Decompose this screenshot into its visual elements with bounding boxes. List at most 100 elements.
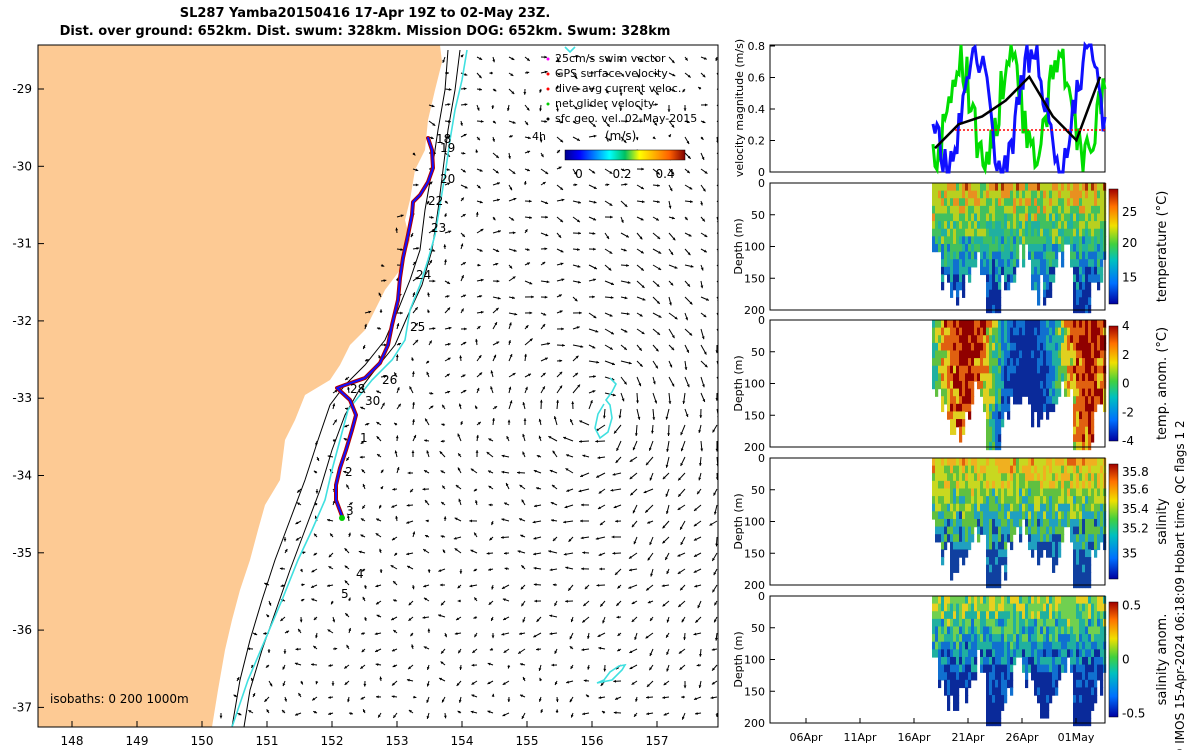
section-cell bbox=[941, 473, 945, 482]
section-cell bbox=[941, 342, 945, 352]
velocity-vector bbox=[556, 310, 563, 314]
velocity-vector bbox=[441, 423, 446, 427]
section-cell bbox=[989, 251, 993, 260]
time-tick-label: 21Apr bbox=[951, 731, 985, 744]
section-cell bbox=[974, 213, 978, 222]
section-cell bbox=[1058, 327, 1062, 336]
section-cell bbox=[1043, 503, 1047, 512]
section-cell bbox=[1001, 702, 1005, 711]
section-cell bbox=[965, 396, 969, 405]
geo-velocity-contour bbox=[231, 49, 468, 727]
section-cell bbox=[977, 611, 981, 620]
section-cell bbox=[1013, 335, 1017, 344]
section-cell bbox=[1079, 702, 1083, 711]
section-cell bbox=[1082, 373, 1086, 382]
section-cell bbox=[953, 274, 957, 283]
velocity-vector bbox=[540, 312, 547, 316]
section-cell bbox=[1004, 503, 1008, 512]
section-cell bbox=[1079, 549, 1083, 558]
section-cell bbox=[1001, 350, 1005, 359]
section-cell bbox=[971, 534, 975, 543]
section-cell bbox=[1061, 358, 1065, 367]
section-cell bbox=[959, 266, 963, 276]
section-cell bbox=[1010, 358, 1014, 367]
section-cell bbox=[1055, 549, 1059, 558]
section-cell bbox=[989, 557, 993, 566]
section-cell bbox=[1067, 618, 1071, 628]
section-cell bbox=[1073, 297, 1077, 306]
velocity-vector bbox=[665, 488, 670, 497]
velocity-vector bbox=[428, 120, 436, 127]
section-cell bbox=[1001, 549, 1005, 558]
section-cell bbox=[1100, 687, 1104, 696]
section-cell bbox=[932, 243, 936, 253]
section-cell bbox=[1061, 342, 1065, 352]
velocity-vector bbox=[666, 664, 670, 672]
colorbar-label: salinity anom. bbox=[1155, 614, 1170, 706]
section-cell bbox=[989, 541, 993, 551]
section-cell bbox=[1094, 596, 1098, 605]
section-cell bbox=[983, 488, 987, 497]
section-cell bbox=[992, 503, 996, 512]
day-label: 3 bbox=[346, 504, 354, 518]
section-cell bbox=[935, 596, 939, 605]
section-cell bbox=[980, 213, 984, 222]
section-cell bbox=[965, 618, 969, 628]
section-cell bbox=[1031, 190, 1035, 199]
section-cell bbox=[947, 358, 951, 367]
velocity-vector bbox=[572, 216, 581, 223]
section-cell bbox=[935, 526, 939, 535]
velocity-vector bbox=[219, 712, 223, 719]
section-cell bbox=[944, 541, 948, 551]
section-cell bbox=[935, 350, 939, 359]
section-cell bbox=[1037, 465, 1041, 474]
velocity-vector bbox=[665, 408, 670, 420]
section-cell bbox=[1046, 365, 1050, 374]
section-cell bbox=[1073, 358, 1077, 367]
section-cell bbox=[956, 320, 960, 329]
section-cell bbox=[1100, 672, 1104, 681]
section-cell bbox=[1052, 373, 1056, 382]
section-cell bbox=[1058, 549, 1062, 558]
section-cell bbox=[947, 403, 951, 413]
velocity-vector bbox=[376, 390, 382, 394]
section-cell bbox=[956, 380, 960, 390]
section-cell bbox=[1001, 649, 1005, 658]
section-cell bbox=[947, 274, 951, 283]
velocity-vector bbox=[523, 180, 527, 186]
velocity-vector bbox=[693, 536, 702, 541]
section-cell bbox=[1067, 611, 1071, 620]
velocity-vector bbox=[503, 551, 510, 555]
section-cell bbox=[968, 365, 972, 374]
section-cell bbox=[995, 473, 999, 482]
section-cell bbox=[944, 358, 948, 367]
section-cell bbox=[1001, 526, 1005, 535]
velocity-vector bbox=[612, 472, 622, 476]
section-cell bbox=[947, 320, 951, 329]
velocity-vector bbox=[636, 184, 645, 190]
section-cell bbox=[995, 572, 999, 581]
velocity-vector bbox=[584, 584, 590, 590]
colorbar-tick-label: 0.2 bbox=[612, 167, 631, 181]
section-cell bbox=[1019, 526, 1023, 535]
section-cell bbox=[1085, 511, 1089, 520]
section-cell bbox=[1001, 634, 1005, 643]
section-cell bbox=[1040, 656, 1044, 666]
section-cell bbox=[1031, 480, 1035, 490]
section-cell bbox=[971, 365, 975, 374]
section-cell bbox=[1085, 488, 1089, 497]
section-cell bbox=[998, 327, 1002, 336]
section-cell bbox=[989, 266, 993, 276]
section-cell bbox=[998, 396, 1002, 405]
section-cell bbox=[998, 251, 1002, 260]
velocity-vector bbox=[668, 264, 678, 269]
velocity-vector bbox=[508, 152, 511, 159]
velocity-vector bbox=[588, 399, 593, 410]
section-cell bbox=[995, 289, 999, 298]
section-cell bbox=[1058, 656, 1062, 666]
section-cell bbox=[995, 304, 999, 314]
section-cell bbox=[1067, 503, 1071, 512]
section-cell bbox=[1046, 526, 1050, 535]
